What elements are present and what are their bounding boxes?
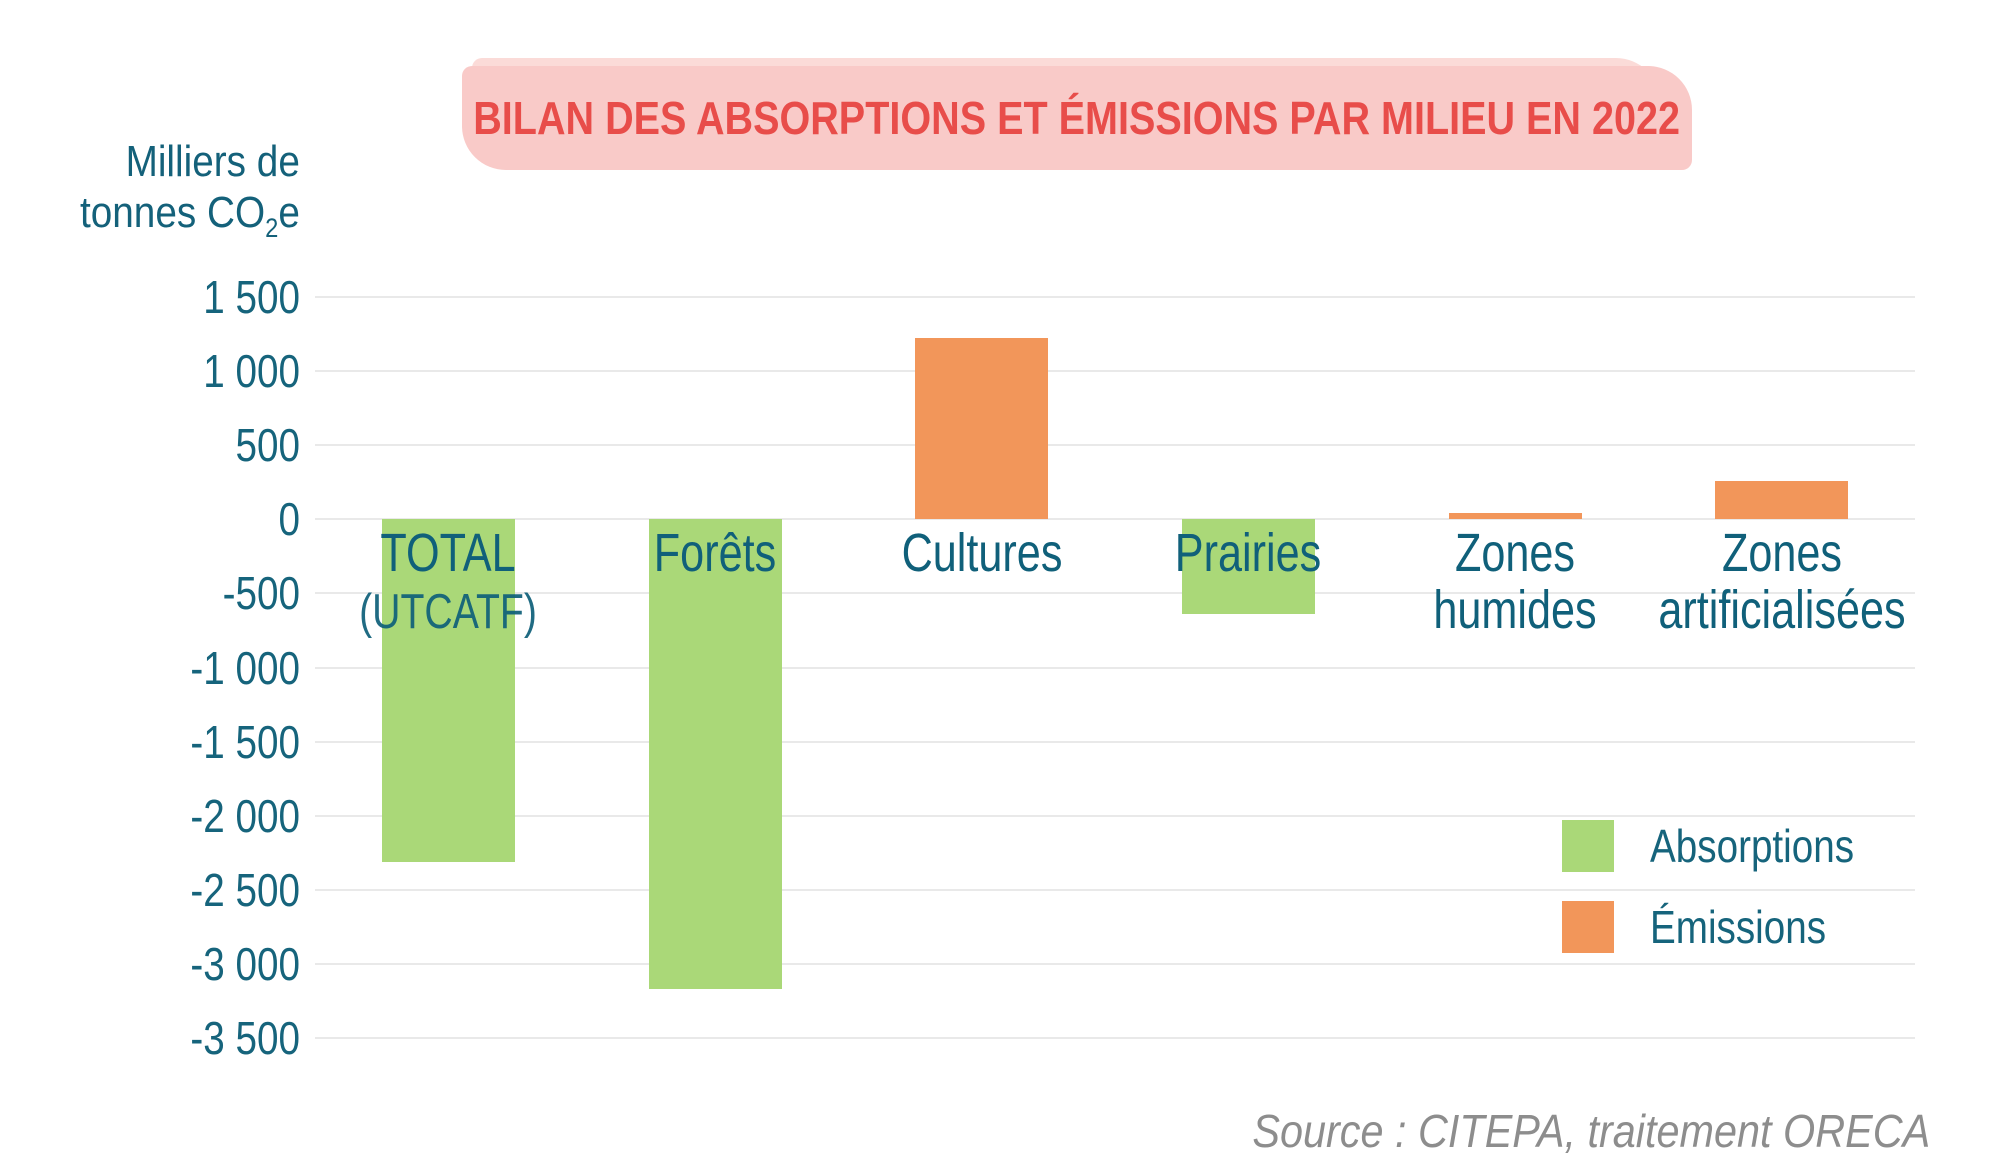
- bar-forêts: [648, 519, 782, 990]
- category-label: Zones humides: [1433, 523, 1597, 641]
- bar-total: [381, 519, 515, 862]
- y-axis-unit-line1: Milliers de: [125, 137, 300, 186]
- y-tick-label: -500: [222, 567, 300, 620]
- gridline: [315, 888, 1915, 891]
- gridline: [315, 370, 1915, 373]
- y-tick-label: 1 500: [203, 271, 300, 323]
- bar-cultures: [915, 338, 1049, 520]
- y-tick-label: -3 500: [190, 1012, 300, 1064]
- gridline: [315, 1037, 1915, 1039]
- category-label: TOTAL (UTCATF): [359, 523, 538, 640]
- gridline: [315, 592, 1915, 595]
- y-tick-label: 500: [235, 419, 300, 472]
- category-label: Zones artificialisées: [1658, 523, 1906, 641]
- source-credit: Source : CITEPA, traitement ORECA: [1252, 1105, 1930, 1157]
- co2-subscript: 2: [265, 213, 279, 244]
- y-axis-unit-line2: tonnes CO2e: [80, 188, 300, 244]
- y-tick-label: -2 000: [190, 789, 300, 842]
- legend-emissions-swatch: [1562, 901, 1614, 953]
- category-label: Prairies: [1175, 523, 1322, 584]
- bar-prairies: [1181, 519, 1315, 615]
- y-tick-label: -1 000: [190, 641, 300, 694]
- y-axis-unit-label: Milliers de tonnes CO2e: [80, 136, 300, 244]
- y-tick-label: 0: [278, 493, 300, 546]
- category-label: Forêts: [653, 523, 777, 584]
- y-tick-label: -3 000: [190, 937, 300, 990]
- bar-zones-humides: [1448, 513, 1582, 520]
- bar-zones-artificialisées: [1715, 480, 1849, 520]
- category-label: Cultures: [901, 523, 1063, 584]
- chart-title: BILAN DES ABSORPTIONS ET ÉMISSIONS PAR M…: [473, 92, 1681, 144]
- y-tick-label: -1 500: [190, 715, 300, 768]
- y-tick-label: 1 000: [203, 345, 300, 398]
- legend-emissions-label: Émissions: [1650, 901, 1827, 953]
- gridline: [315, 666, 1915, 669]
- gridline: [315, 296, 1915, 298]
- gridline: [315, 740, 1915, 743]
- legend-absorptions-label: Absorptions: [1650, 820, 1855, 872]
- legend-absorptions-swatch: [1562, 820, 1614, 872]
- gridline: [315, 444, 1915, 447]
- y-tick-label: -2 500: [190, 863, 300, 916]
- gridline: [315, 814, 1915, 817]
- gridline: [315, 962, 1915, 965]
- gridline: [315, 518, 1915, 521]
- title-badge: BILAN DES ABSORPTIONS ET ÉMISSIONS PAR M…: [462, 66, 1692, 170]
